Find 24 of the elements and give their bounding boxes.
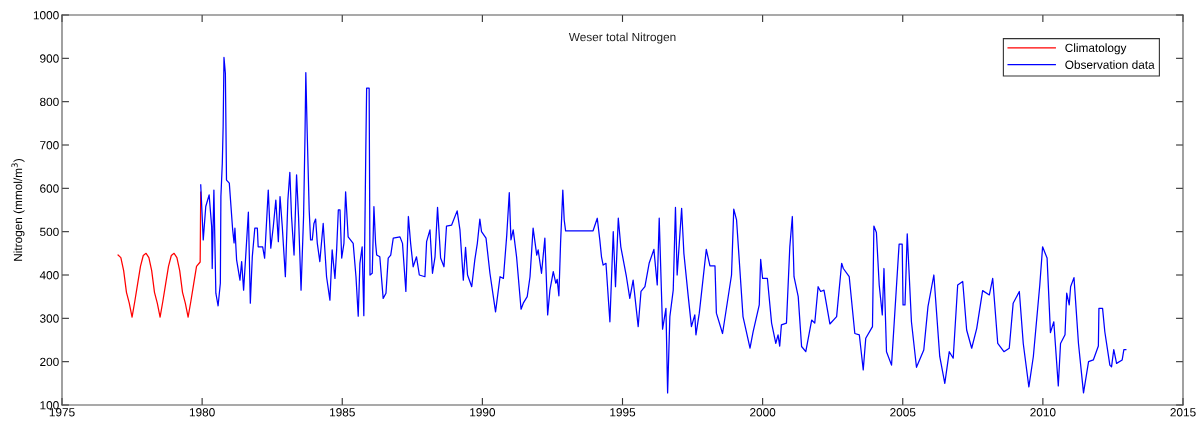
line-series [200, 56, 1127, 394]
text: Weser total Nitrogen [568, 32, 676, 44]
x-tick-label: 2010 [1030, 408, 1056, 417]
y-tick-label: 100 [40, 401, 59, 410]
legend-label: Observation data [1065, 60, 1155, 69]
y-tick-label: 500 [40, 227, 59, 237]
x-tick-label: 1975 [49, 408, 75, 417]
y-tick-label: 1000 [33, 11, 59, 20]
y-tick-label: 800 [40, 97, 59, 107]
x-tick-label: 2015 [1170, 408, 1196, 417]
legend-label: Climatology [1065, 43, 1127, 55]
x-tick-label: 1980 [189, 408, 215, 417]
x-tick-label: 1995 [610, 408, 636, 417]
y-tick-label: 400 [39, 271, 59, 280]
x-tick-label: 1990 [470, 408, 496, 417]
x-tick-label: 2005 [890, 408, 916, 417]
y-tick-label: 900 [40, 54, 59, 63]
x-tick-label: 2000 [750, 408, 776, 417]
x-tick-label: 1985 [330, 408, 355, 417]
y-tick-label: 700 [40, 141, 59, 150]
y-tick-label: 300 [39, 314, 59, 323]
y-tick-label: 200 [40, 357, 59, 367]
y-tick-label: 600 [40, 184, 59, 193]
y-axis-title: Nitrogen (mmol/m$^{3}$) [11, 159, 25, 261]
